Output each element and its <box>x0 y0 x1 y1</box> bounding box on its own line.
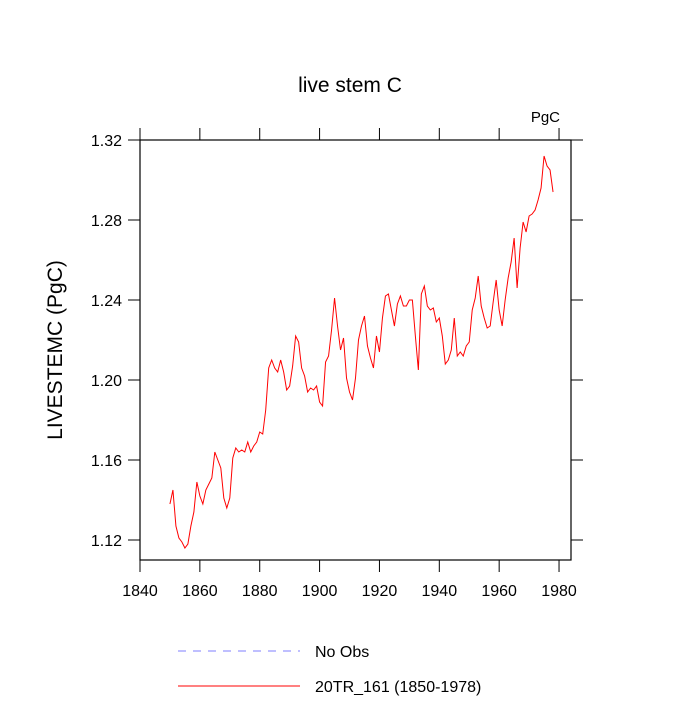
y-tick-label: 1.20 <box>91 373 122 390</box>
x-tick-label: 1920 <box>362 583 398 600</box>
x-tick-label: 1980 <box>541 583 577 600</box>
y-tick-label: 1.12 <box>91 533 122 550</box>
x-tick-label: 1900 <box>302 583 338 600</box>
data-line <box>169 155 554 549</box>
x-tick-label: 1840 <box>122 583 158 600</box>
y-axis-label: LIVESTEMC (PgC) <box>44 260 67 440</box>
x-tick-label: 1880 <box>242 583 278 600</box>
y-tick-label: 1.24 <box>91 293 122 310</box>
legend-label: 20TR_161 (1850-1978) <box>315 679 481 696</box>
y-tick-label: 1.28 <box>91 213 122 230</box>
x-tick-label: 1940 <box>422 583 458 600</box>
legend-label: No Obs <box>315 644 369 661</box>
x-tick-label: 1860 <box>182 583 218 600</box>
y-tick-label: 1.32 <box>91 133 122 150</box>
units-label: PgC <box>531 109 560 126</box>
chart-title: live stem C <box>298 74 402 97</box>
y-tick-label: 1.16 <box>91 453 122 470</box>
x-tick-label: 1960 <box>481 583 517 600</box>
plot-frame <box>139 139 572 561</box>
